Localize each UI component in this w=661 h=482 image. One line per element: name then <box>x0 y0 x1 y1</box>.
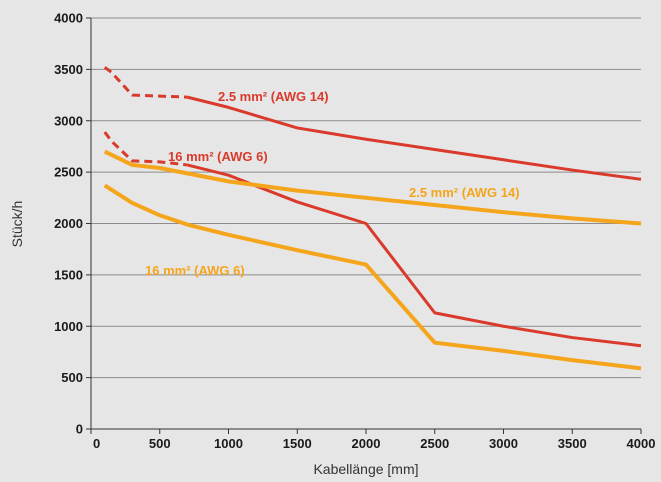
series-label-1: 16 mm² (AWG 6) <box>168 149 268 164</box>
x-tick-label: 2000 <box>352 436 381 451</box>
series-line-0 <box>186 95 642 181</box>
series-line-1 <box>186 163 642 348</box>
y-tick-label: 2000 <box>54 216 83 231</box>
series-lines <box>103 66 642 371</box>
series-label-2: 2.5 mm² (AWG 14) <box>409 185 520 200</box>
x-tick-label: 3500 <box>558 436 587 451</box>
y-tick-label: 1000 <box>54 319 83 334</box>
x-tick-label: 0 <box>93 436 100 451</box>
y-tick-label: 2500 <box>54 165 83 180</box>
x-tick-label: 1500 <box>283 436 312 451</box>
x-tick-label: 1000 <box>214 436 243 451</box>
y-tick-label: 500 <box>61 370 83 385</box>
series-line-1-dashed <box>103 131 188 167</box>
x-tick-label: 500 <box>149 436 171 451</box>
series-line-0-dashed <box>103 66 188 99</box>
y-tick-label: 4000 <box>54 11 83 26</box>
tick-labels: 0 500 1000 1500 2000 2500 3000 3500 4000 0 500 1000… <box>54 11 655 452</box>
series-line-2 <box>103 149 642 226</box>
x-axis-title: Kabellänge [mm] <box>313 461 418 477</box>
series-line-3 <box>103 183 642 371</box>
series-label-0: 2.5 mm² (AWG 14) <box>218 89 329 104</box>
y-axis-title: Stück/h <box>9 201 25 248</box>
series-label-3: 16 mm² (AWG 6) <box>145 263 245 278</box>
x-tick-label: 2500 <box>420 436 449 451</box>
x-tick-label: 4000 <box>627 436 656 451</box>
y-tick-label: 1500 <box>54 267 83 282</box>
y-tick-label: 3000 <box>54 113 83 128</box>
axes <box>86 17 642 434</box>
x-tick-label: 3000 <box>489 436 518 451</box>
series-labels: 2.5 mm² (AWG 14) 16 mm² (AWG 6) 2.5 mm² (A… <box>145 89 520 278</box>
y-tick-label: 3500 <box>54 62 83 77</box>
y-tick-label: 0 <box>76 422 83 437</box>
